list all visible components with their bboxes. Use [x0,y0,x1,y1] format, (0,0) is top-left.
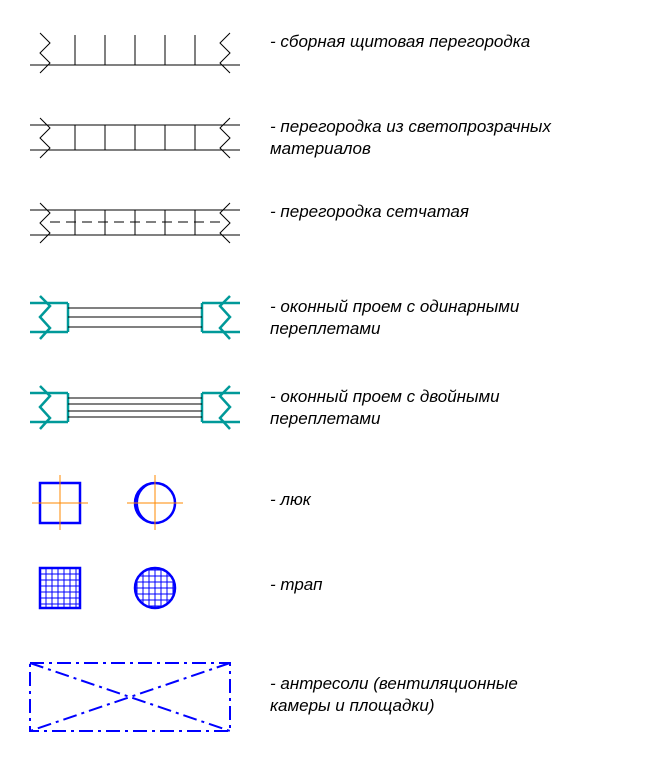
legend-row-window-double: - оконный проем с двойными переплетами [10,380,500,435]
label-mezzanine: - антресоли (вентиляционные камеры и пло… [270,655,518,717]
legend-row-translucent-partition: - перегородка из светопрозрачных материа… [10,110,551,160]
label-hatch: - люк [270,475,311,511]
legend-row-mezzanine: - антресоли (вентиляционные камеры и пло… [10,655,518,740]
symbol-panel-partition [10,25,270,75]
symbol-mesh-partition [10,195,270,245]
symbol-drain [10,560,270,615]
symbol-translucent-partition [10,110,270,160]
legend-row-mesh-partition: - перегородка сетчатая [10,195,469,245]
label-panel-partition: - сборная щитовая перегородка [270,25,530,53]
legend-row-panel-partition: - сборная щитовая перегородка [10,25,530,75]
legend-row-hatch: - люк [10,475,311,530]
legend-row-window-single: - оконный проем с одинарными переплетами [10,290,519,345]
legend-row-drain: - трап [10,560,322,615]
symbol-window-single [10,290,270,345]
label-translucent-partition: - перегородка из светопрозрачных материа… [270,110,551,160]
label-mesh-partition: - перегородка сетчатая [270,195,469,223]
symbol-hatch [10,475,270,530]
label-drain: - трап [270,560,322,596]
symbol-window-double [10,380,270,435]
label-window-double: - оконный проем с двойными переплетами [270,380,500,430]
label-window-single: - оконный проем с одинарными переплетами [270,290,519,340]
symbol-mezzanine [10,655,270,740]
